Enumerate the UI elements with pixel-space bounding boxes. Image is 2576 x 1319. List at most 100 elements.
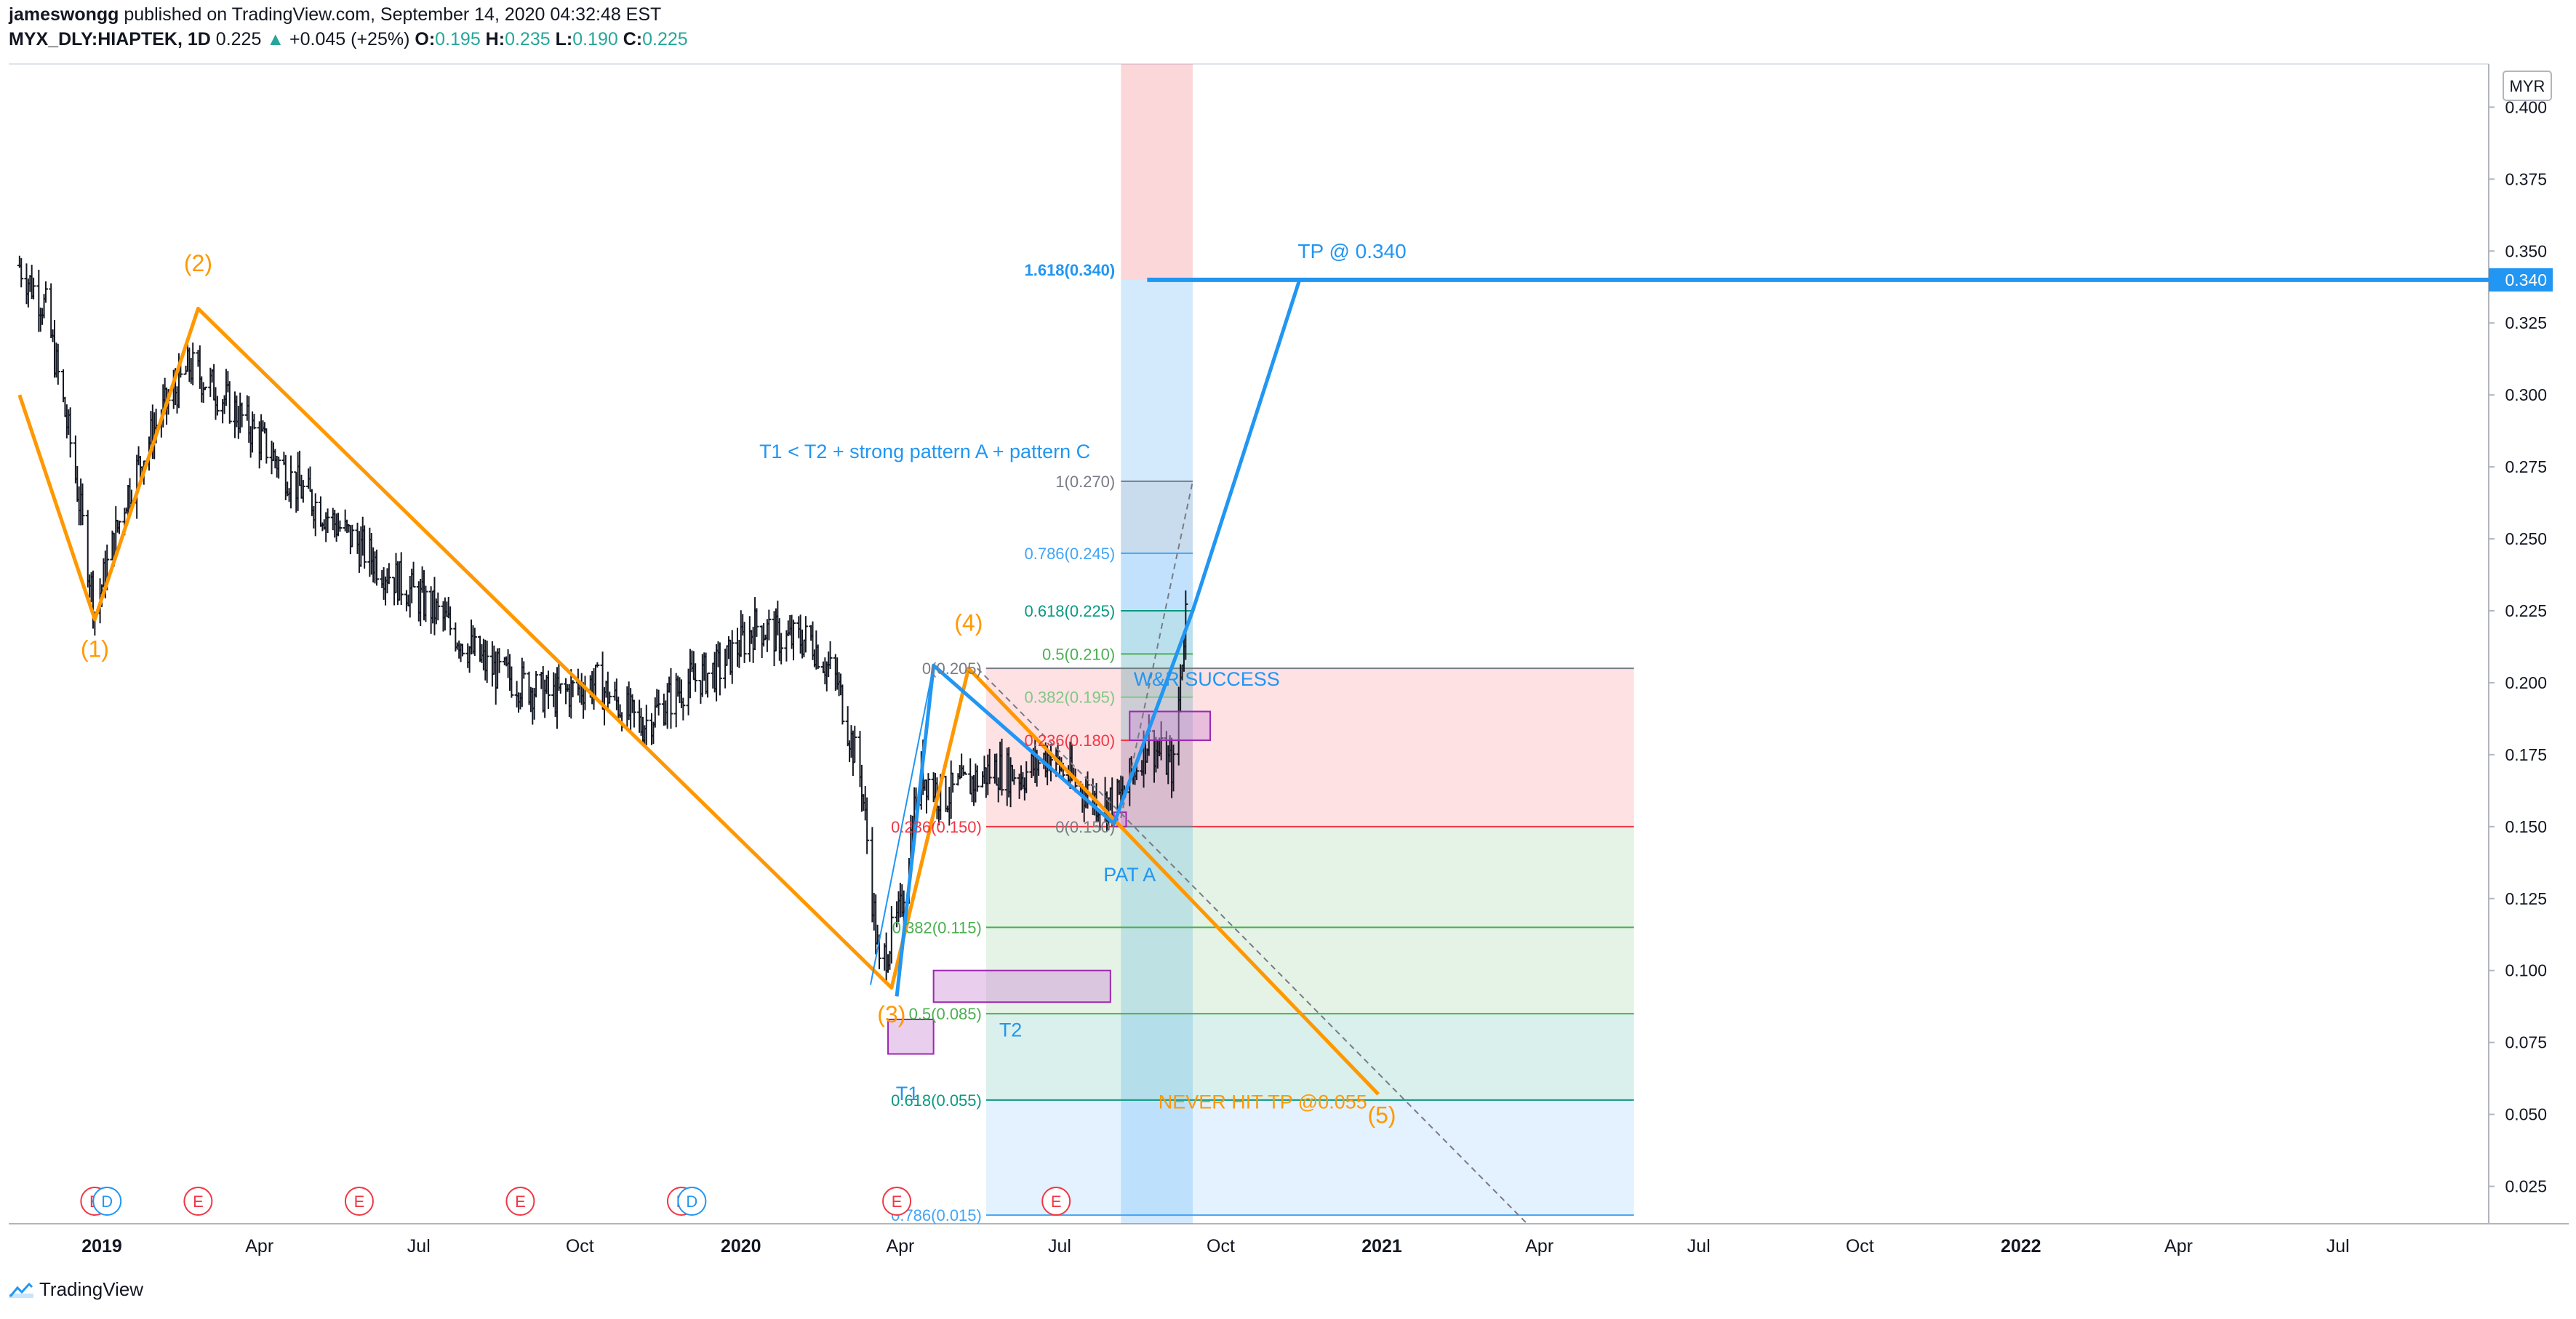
price-tick-label: 0.075: [2505, 1033, 2547, 1052]
current-price-badge: [2489, 268, 2553, 292]
fib-retracement-zone: [985, 1014, 1634, 1100]
purple-zone-box: [887, 1018, 935, 1055]
author-name: jameswongg: [9, 4, 119, 25]
fib-retracement-zone: [985, 1099, 1634, 1216]
chart-background-layer: [9, 63, 2569, 1224]
projection-dashed-line: [977, 667, 1528, 1224]
fib-retracement-label: 0.618(0.055): [891, 1091, 982, 1110]
earnings-marker-icon: [882, 1187, 912, 1216]
time-tick-label: Apr: [1525, 1236, 1553, 1256]
chart-annotation: T1: [896, 1083, 919, 1104]
fib-1618-label: 1.618(0.340): [1024, 261, 1115, 279]
chart-annotation: W&R SUCCESS: [1134, 668, 1280, 690]
price-tick-label: 0.025: [2505, 1177, 2547, 1196]
price-tick-label: 0.200: [2505, 673, 2547, 692]
time-tick-label: Oct: [566, 1236, 594, 1256]
dividend-marker-icon: [92, 1187, 122, 1216]
dividend-marker-label: D: [686, 1192, 697, 1211]
close-label: C:: [623, 29, 643, 49]
price-tick-label: 0.150: [2505, 817, 2547, 836]
high-label: H:: [485, 29, 505, 49]
price-tick-label: 0.400: [2505, 97, 2547, 116]
elliott-wave-label: (5): [1367, 1102, 1396, 1128]
price-tick-label: 0.375: [2505, 169, 2547, 188]
time-tick-label: Apr: [886, 1236, 914, 1256]
symbol-line: MYX_DLY:HIAPTEK, 1D 0.225 ▲ +0.045 (+25%…: [9, 29, 688, 50]
chart-annotation: T1 < T2 + strong pattern A + pattern C: [759, 441, 1090, 462]
fib-retracement-label: 0.5(0.085): [909, 1005, 982, 1023]
purple-zone-box: [932, 969, 1111, 1003]
published-text: published on TradingView.com, September …: [124, 4, 662, 25]
chart-annotation: NEVER HIT TP @0.055: [1159, 1091, 1367, 1113]
time-tick-label: Apr: [245, 1236, 273, 1256]
fib-extension-zone: [1121, 481, 1193, 553]
fib-extension-label: 1(0.270): [1055, 473, 1115, 491]
time-tick-label: Jul: [1687, 1236, 1711, 1256]
fib-extension-zone: [1121, 553, 1193, 611]
time-tick-label: 2019: [81, 1236, 122, 1256]
elliott-wave-label: (4): [954, 610, 983, 636]
price-tick-label: 0.325: [2505, 313, 2547, 332]
axes-layer: MYR 0.400 0.375 0.350 0.325 0.300 0.275 0.250 0…: [80, 71, 2553, 1256]
fib-extension-label: 0.618(0.225): [1024, 602, 1115, 620]
price-tick-label: 0.050: [2505, 1105, 2547, 1124]
blue-trend-line: [869, 665, 935, 985]
projection-target-zone: [1121, 279, 1193, 1224]
last-price: 0.225: [215, 29, 262, 49]
annotation-layer: 0(0.205) 0.236(0.150) 0.382(0.115) 0.5(0.08…: [81, 240, 1407, 1224]
time-tick-label: 2021: [1361, 1236, 1402, 1256]
fib-retracement-label: 0(0.205): [922, 660, 982, 678]
earnings-marker-icon: [183, 1187, 213, 1216]
price-tick-label: 0.175: [2505, 745, 2547, 764]
dividend-marker-icon: [677, 1187, 707, 1216]
earnings-marker-label: E: [354, 1192, 365, 1211]
price-tick-label: 0.125: [2505, 889, 2547, 908]
time-tick-label: Oct: [1846, 1236, 1874, 1256]
price-tick-label: 0.275: [2505, 457, 2547, 476]
projection-stop-zone: [1121, 64, 1193, 280]
fib-extension-label: 0.236(0.180): [1024, 731, 1115, 750]
earnings-marker-label: E: [892, 1192, 903, 1211]
tradingview-logo-icon: [9, 1282, 33, 1298]
drawings-layer: [17, 277, 2489, 1224]
price-tick-label: 0.350: [2505, 241, 2547, 260]
fib-extension-zone: [1121, 740, 1193, 827]
elliott-wave-label: (3): [877, 1001, 905, 1027]
footer-brand[interactable]: TradingView: [9, 1278, 143, 1301]
earnings-marker-icon: [1041, 1187, 1071, 1216]
chart-annotation: PAT A: [1103, 864, 1156, 886]
earnings-marker-icon: [344, 1187, 374, 1216]
purple-zone-box: [1129, 710, 1212, 742]
take-profit-label: TP @ 0.340: [1297, 240, 1406, 262]
tradingview-brand-text: TradingView: [39, 1278, 144, 1300]
chart-annotation: T2: [999, 1019, 1023, 1041]
elliott-wave-label: (2): [184, 250, 212, 276]
time-tick-label: Jul: [2327, 1236, 2350, 1256]
up-arrow-icon: ▲: [266, 29, 285, 49]
price-tick-label: 0.225: [2505, 601, 2547, 620]
symbol-name: MYX_DLY:HIAPTEK, 1D: [9, 29, 211, 49]
fib-extension-label: 0.786(0.245): [1024, 545, 1115, 563]
current-price-label: 0.340: [2505, 270, 2547, 289]
open-value: 0.195: [435, 29, 481, 49]
high-value: 0.235: [505, 29, 551, 49]
time-tick-label: Jul: [1048, 1236, 1071, 1256]
time-tick-label: Apr: [2164, 1236, 2193, 1256]
blue-projection-path: [895, 279, 1302, 997]
earnings-marker-label: E: [1051, 1192, 1062, 1211]
open-label: O:: [415, 29, 436, 49]
time-tick-label: Oct: [1207, 1236, 1235, 1256]
earnings-marker-icon: [505, 1187, 535, 1216]
currency-badge[interactable]: [2503, 71, 2552, 101]
elliott-wave-label: (1): [81, 636, 109, 662]
price-change: +0.045 (+25%): [289, 29, 410, 49]
fib-retracement-label: 0.382(0.115): [892, 918, 982, 937]
earnings-marker-label: E: [515, 1192, 526, 1211]
projection-dashed-line: [1120, 481, 1193, 819]
close-value: 0.225: [642, 29, 688, 49]
time-tick-label: 2020: [721, 1236, 761, 1256]
fib-extension-label: 0(0.150): [1055, 818, 1115, 836]
time-tick-label: Jul: [407, 1236, 431, 1256]
currency-label: MYR: [2510, 77, 2545, 95]
